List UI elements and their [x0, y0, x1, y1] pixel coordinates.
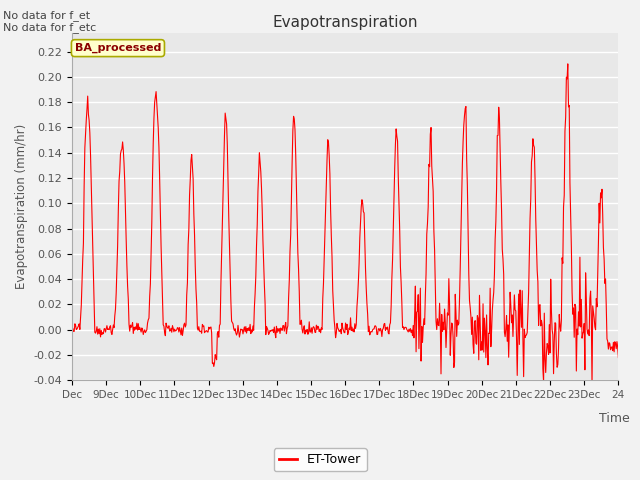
Text: No data for f_et: No data for f_et [3, 11, 90, 22]
Text: No data for f_etc: No data for f_etc [3, 22, 97, 33]
Y-axis label: Evapotranspiration (mm/hr): Evapotranspiration (mm/hr) [15, 124, 28, 289]
Text: BA_processed: BA_processed [75, 43, 161, 53]
Legend: ET-Tower: ET-Tower [273, 448, 367, 471]
Title: Evapotranspiration: Evapotranspiration [273, 15, 418, 30]
X-axis label: Time: Time [598, 412, 629, 425]
